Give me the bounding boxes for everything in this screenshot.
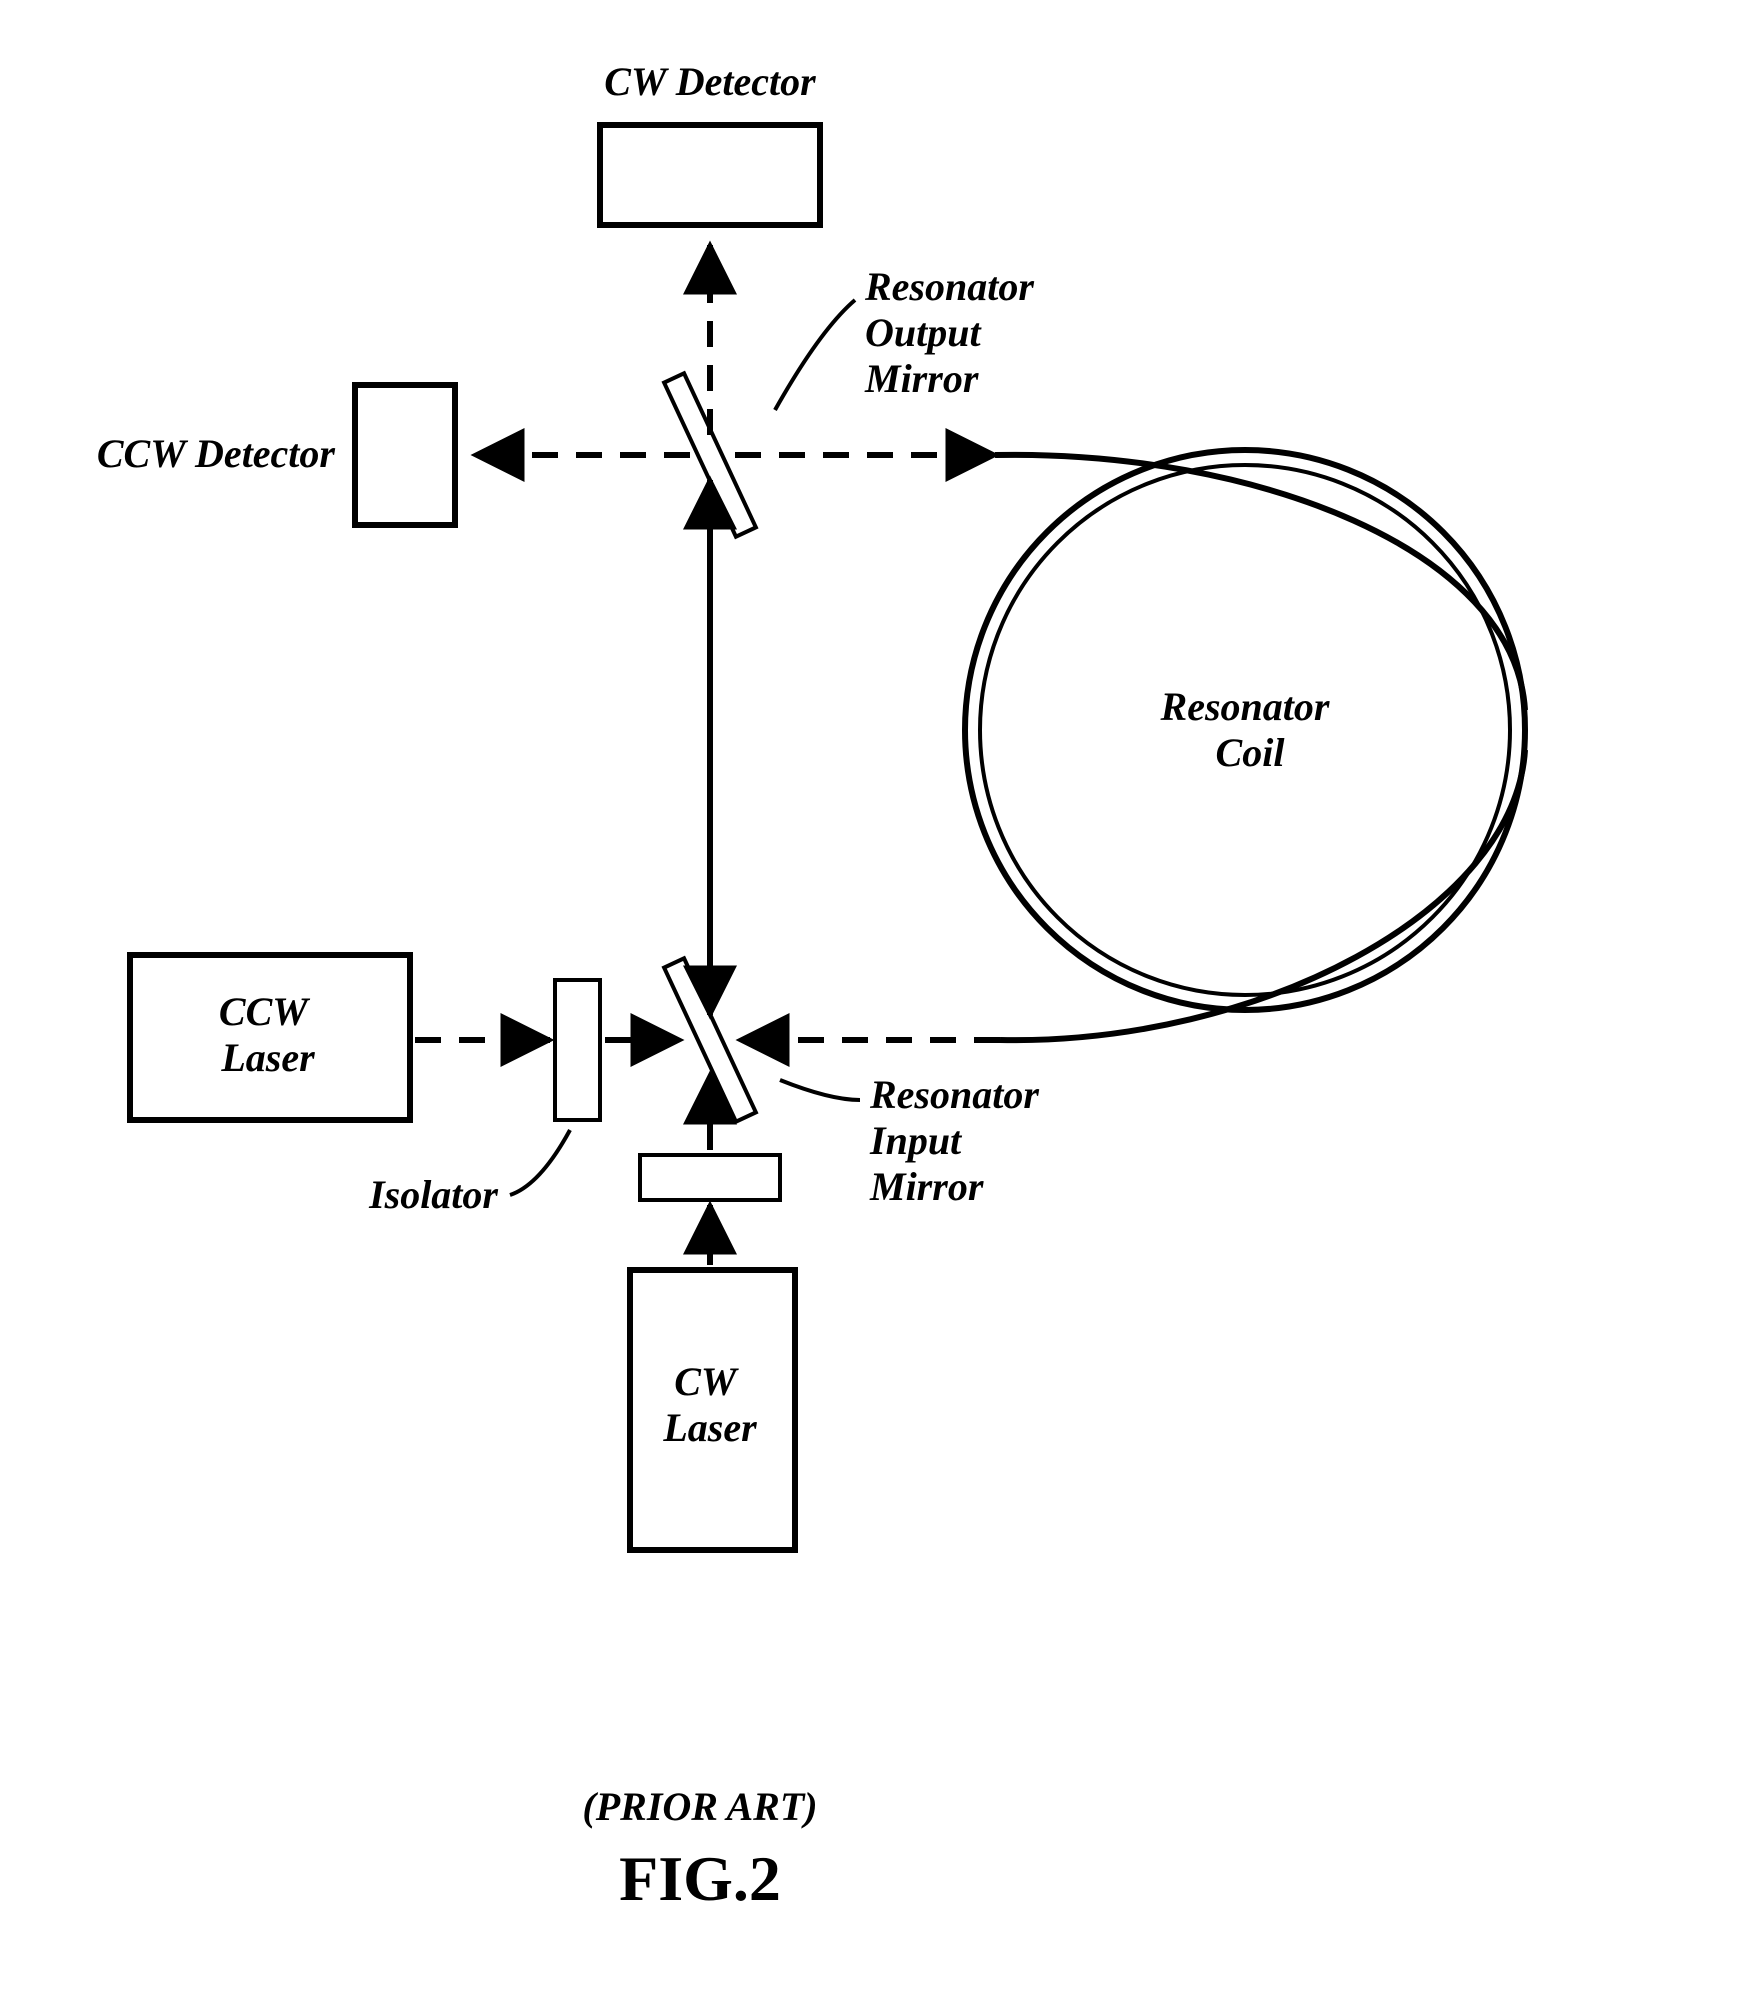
resonator-output-mirror-label: Resonator Output Mirror	[864, 264, 1044, 401]
isolator-h-box	[555, 980, 600, 1120]
leader-output-mirror	[775, 300, 855, 410]
coil-upper-lead	[995, 455, 1525, 710]
leader-isolator	[510, 1130, 570, 1195]
cw-detector-label: CW Detector	[604, 59, 816, 104]
leader-input-mirror	[780, 1080, 860, 1100]
isolator-v-box	[640, 1155, 780, 1200]
ccw-laser-label: CCW Laser	[219, 989, 317, 1080]
prior-art-caption: (PRIOR ART)	[582, 1784, 817, 1829]
resonator-coil-label: Resonator Coil	[1160, 684, 1340, 775]
figure-caption: FIG.2	[619, 1843, 781, 1914]
ccw-detector-label: CCW Detector	[97, 431, 336, 476]
cw-detector-box	[600, 125, 820, 225]
resonator-input-mirror-label: Resonator Input Mirror	[869, 1072, 1049, 1209]
cw-laser-label: CW Laser	[662, 1359, 757, 1450]
ccw-detector-box	[355, 385, 455, 525]
isolator-label: Isolator	[368, 1172, 498, 1217]
coil-lower-lead	[1000, 750, 1525, 1040]
